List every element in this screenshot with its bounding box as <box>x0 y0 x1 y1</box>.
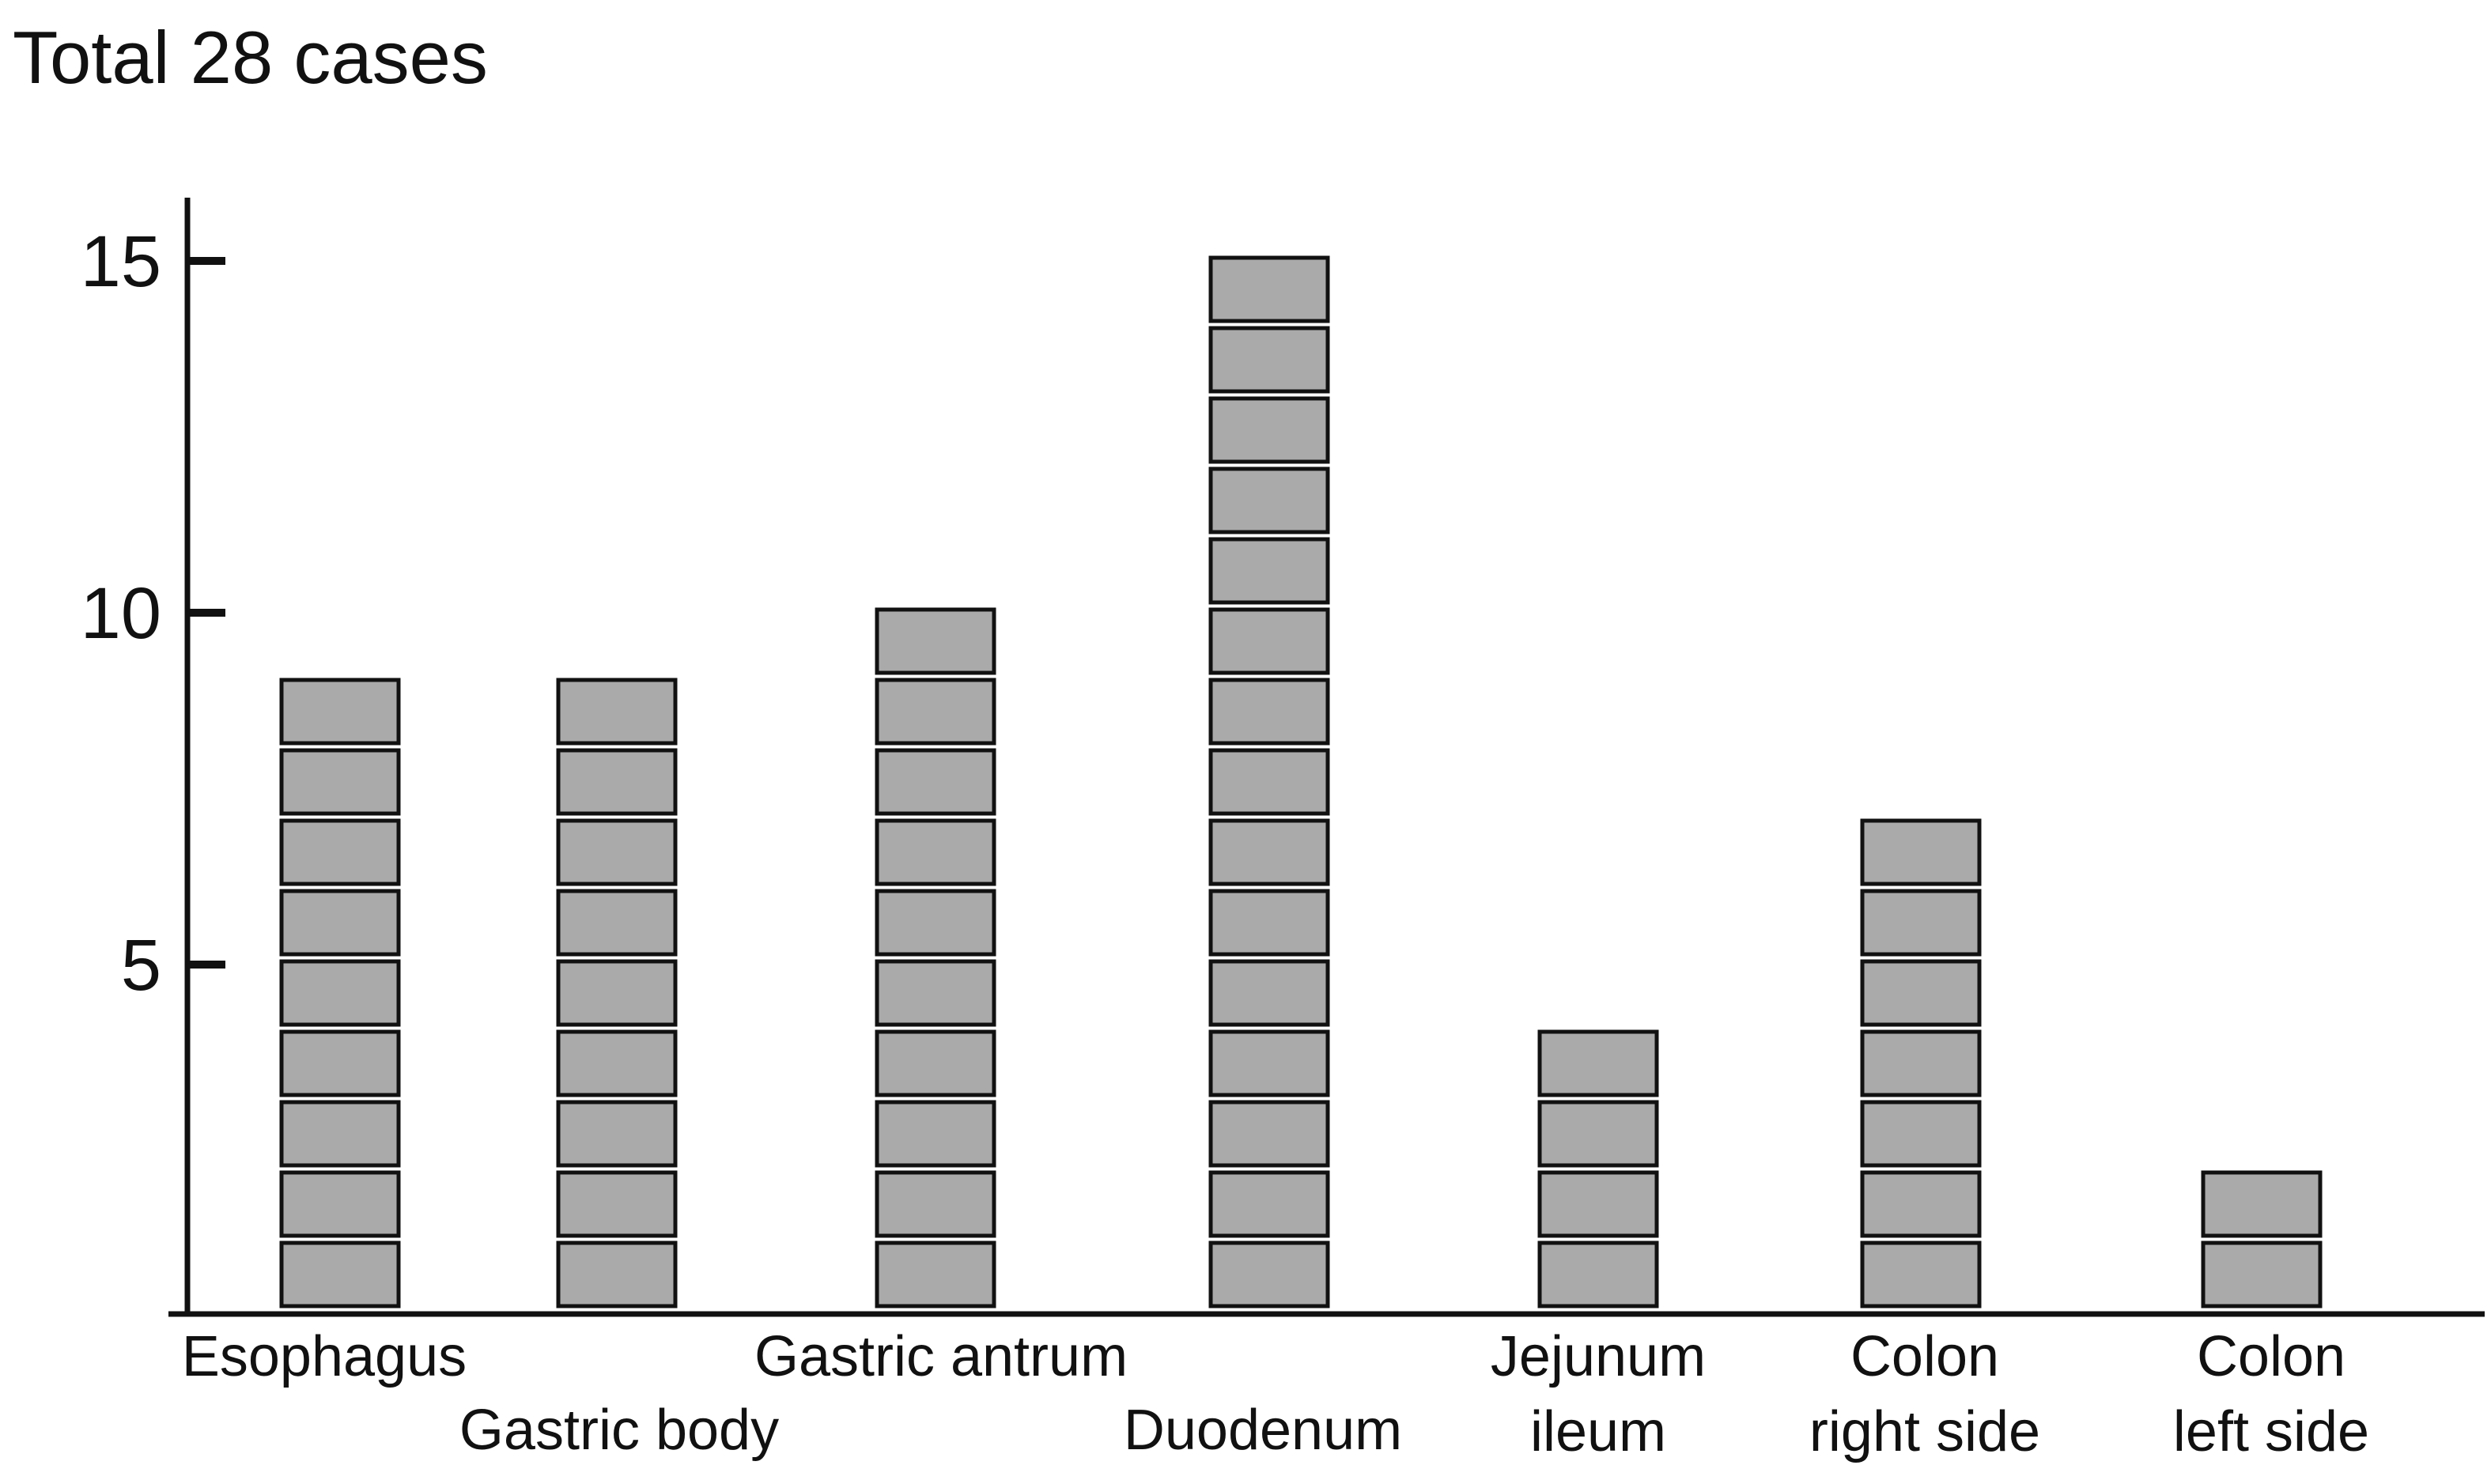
case-block <box>1208 678 1330 746</box>
case-block <box>1208 326 1330 394</box>
bar-stack <box>1208 255 1330 1308</box>
case-block <box>1208 537 1330 605</box>
case-block <box>875 748 996 816</box>
bar-stacks <box>279 255 2323 1308</box>
case-block <box>556 678 678 746</box>
case-block <box>279 1240 401 1308</box>
bar-stack <box>1537 1029 1659 1308</box>
case-block <box>1860 959 1982 1027</box>
case-block <box>875 818 996 886</box>
case-block <box>556 1170 678 1238</box>
case-block <box>875 889 996 957</box>
bar-stack <box>875 607 996 1308</box>
case-block <box>556 959 678 1027</box>
y-tick-label: 5 <box>121 925 161 1006</box>
case-block <box>1208 1029 1330 1097</box>
case-block <box>1208 396 1330 464</box>
case-block <box>1208 466 1330 534</box>
y-ticks: 5 10 15 <box>81 221 225 1006</box>
case-block <box>875 607 996 675</box>
case-block <box>875 1170 996 1238</box>
case-block <box>875 1029 996 1097</box>
bar-stack <box>1860 818 1982 1308</box>
case-block <box>556 1240 678 1308</box>
category-label: ileum <box>1530 1400 1666 1463</box>
case-block <box>2201 1240 2323 1308</box>
case-block <box>279 959 401 1027</box>
case-block <box>1537 1170 1659 1238</box>
case-block <box>556 1100 678 1168</box>
case-block <box>1537 1240 1659 1308</box>
category-label: Colon <box>1850 1325 1999 1388</box>
case-block <box>279 678 401 746</box>
case-block <box>1208 1170 1330 1238</box>
bar-stack <box>279 678 401 1308</box>
case-block <box>1860 1029 1982 1097</box>
case-block <box>279 889 401 957</box>
case-block <box>556 1029 678 1097</box>
case-block <box>279 1100 401 1168</box>
case-block <box>1208 255 1330 323</box>
case-block <box>1860 1170 1982 1238</box>
chart-title: Total 28 cases <box>13 16 488 99</box>
case-block <box>1537 1029 1659 1097</box>
case-block <box>1208 1240 1330 1308</box>
case-block <box>1208 1100 1330 1168</box>
category-label: Gastric body <box>459 1399 779 1462</box>
case-block <box>556 818 678 886</box>
category-label: Esophagus <box>182 1325 467 1388</box>
bar-stack <box>2201 1170 2323 1308</box>
case-block <box>875 678 996 746</box>
case-block <box>279 818 401 886</box>
case-block <box>1208 959 1330 1027</box>
case-block <box>556 889 678 957</box>
case-block <box>279 1029 401 1097</box>
y-tick-label: 10 <box>81 573 161 654</box>
category-label: Gastric antrum <box>754 1325 1128 1388</box>
category-label: right side <box>1809 1400 2040 1463</box>
category-labels: Esophagus Gastric body Gastric antrum Duode… <box>182 1325 2369 1463</box>
case-block <box>1537 1100 1659 1168</box>
category-label: Colon <box>2197 1325 2345 1388</box>
category-label: left side <box>2173 1400 2369 1463</box>
case-block <box>1860 1240 1982 1308</box>
case-block <box>1860 1100 1982 1168</box>
category-label: Duodenum <box>1124 1399 1402 1462</box>
case-block <box>875 1240 996 1308</box>
case-block <box>875 1100 996 1168</box>
category-label: Jejunum <box>1491 1325 1706 1388</box>
case-block <box>1208 607 1330 675</box>
case-block <box>2201 1170 2323 1238</box>
case-block <box>279 748 401 816</box>
case-block <box>1208 818 1330 886</box>
case-block <box>1208 748 1330 816</box>
case-block <box>1860 818 1982 886</box>
y-tick-label: 15 <box>81 221 161 302</box>
bar-stack <box>556 678 678 1308</box>
case-block <box>875 959 996 1027</box>
case-block <box>556 748 678 816</box>
case-block <box>279 1170 401 1238</box>
case-block <box>1860 889 1982 957</box>
case-block <box>1208 889 1330 957</box>
